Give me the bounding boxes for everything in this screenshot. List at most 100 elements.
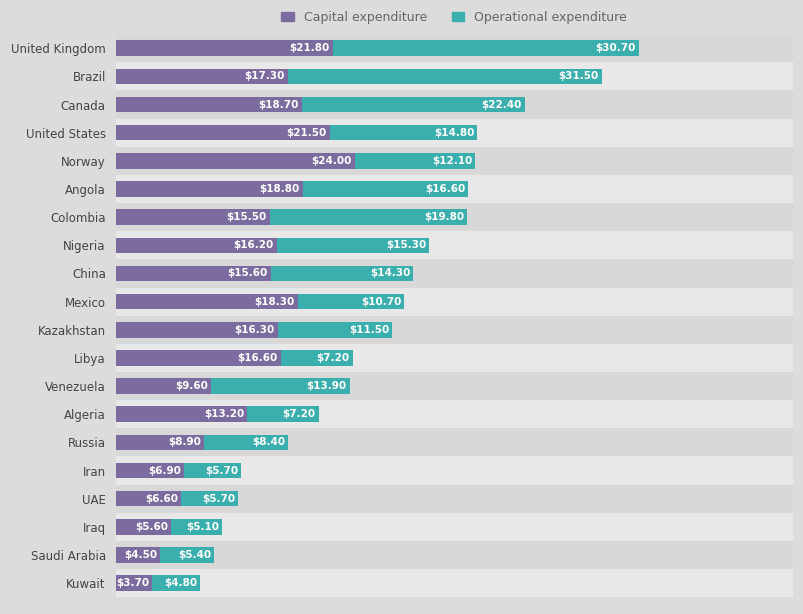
Bar	[181, 491, 238, 507]
Text: $15.60: $15.60	[227, 268, 267, 279]
Bar	[116, 372, 803, 400]
Bar	[116, 203, 803, 231]
Bar	[116, 34, 803, 62]
Bar	[171, 519, 222, 535]
Text: $5.40: $5.40	[177, 550, 211, 560]
Bar	[247, 406, 318, 422]
Bar	[116, 97, 301, 112]
Bar	[276, 238, 429, 253]
Bar	[116, 344, 803, 372]
Bar	[116, 575, 153, 591]
Text: $18.80: $18.80	[259, 184, 300, 194]
Text: $7.20: $7.20	[316, 353, 349, 363]
Bar	[116, 491, 181, 507]
Text: $8.40: $8.40	[251, 437, 284, 448]
Text: $16.30: $16.30	[234, 325, 275, 335]
Legend: Capital expenditure, Operational expenditure: Capital expenditure, Operational expendi…	[276, 6, 631, 29]
Text: $3.70: $3.70	[116, 578, 149, 588]
Text: $24.00: $24.00	[311, 156, 351, 166]
Bar	[116, 266, 271, 281]
Text: $14.30: $14.30	[369, 268, 410, 279]
Bar	[271, 266, 413, 281]
Bar	[116, 287, 803, 316]
Bar	[116, 513, 803, 541]
Text: $17.30: $17.30	[244, 71, 284, 82]
Text: $31.50: $31.50	[558, 71, 598, 82]
Bar	[116, 125, 329, 141]
Bar	[270, 209, 467, 225]
Bar	[297, 294, 404, 309]
Text: $21.80: $21.80	[289, 43, 329, 53]
Bar	[116, 400, 803, 429]
Bar	[116, 153, 354, 169]
Bar	[116, 541, 803, 569]
Bar	[116, 238, 276, 253]
Bar	[116, 209, 270, 225]
Bar	[116, 316, 803, 344]
Bar	[303, 181, 467, 196]
Text: $13.20: $13.20	[204, 410, 244, 419]
Text: $9.60: $9.60	[175, 381, 208, 391]
Bar	[116, 259, 803, 287]
Text: $19.80: $19.80	[423, 212, 463, 222]
Bar	[116, 147, 803, 175]
Text: $4.50: $4.50	[124, 550, 157, 560]
Bar	[116, 406, 247, 422]
Text: $21.50: $21.50	[286, 128, 326, 138]
Bar	[204, 435, 287, 450]
Bar	[116, 519, 171, 535]
Bar	[116, 322, 278, 338]
Bar	[280, 350, 353, 366]
Text: $15.30: $15.30	[385, 240, 426, 251]
Bar	[116, 181, 303, 196]
Text: $11.50: $11.50	[349, 325, 389, 335]
Bar	[287, 69, 601, 84]
Text: $8.90: $8.90	[168, 437, 201, 448]
Text: $18.70: $18.70	[258, 99, 299, 109]
Bar	[116, 41, 332, 56]
Bar	[211, 378, 349, 394]
Text: $22.40: $22.40	[481, 99, 521, 109]
Bar	[116, 69, 287, 84]
Bar	[116, 378, 211, 394]
Text: $5.70: $5.70	[202, 494, 234, 503]
Text: $30.70: $30.70	[594, 43, 634, 53]
Bar	[116, 294, 297, 309]
Bar	[116, 119, 803, 147]
Text: $4.80: $4.80	[164, 578, 197, 588]
Bar	[116, 90, 803, 119]
Text: $16.60: $16.60	[238, 353, 278, 363]
Text: $12.10: $12.10	[431, 156, 471, 166]
Bar	[116, 547, 161, 563]
Bar	[161, 547, 214, 563]
Text: $18.30: $18.30	[255, 297, 295, 306]
Text: $14.80: $14.80	[434, 128, 474, 138]
Bar	[116, 350, 280, 366]
Bar	[116, 231, 803, 259]
Text: $5.60: $5.60	[135, 522, 168, 532]
Text: $7.20: $7.20	[283, 410, 316, 419]
Bar	[354, 153, 475, 169]
Bar	[116, 429, 803, 456]
Bar	[116, 175, 803, 203]
Bar	[332, 41, 638, 56]
Bar	[116, 62, 803, 90]
Bar	[153, 575, 200, 591]
Text: $16.20: $16.20	[234, 240, 274, 251]
Bar	[116, 456, 803, 484]
Text: $5.10: $5.10	[186, 522, 219, 532]
Bar	[116, 435, 204, 450]
Bar	[301, 97, 524, 112]
Text: $10.70: $10.70	[361, 297, 401, 306]
Bar	[116, 463, 184, 478]
Text: $13.90: $13.90	[306, 381, 346, 391]
Bar	[329, 125, 476, 141]
Text: $6.60: $6.60	[145, 494, 178, 503]
Bar	[278, 322, 392, 338]
Bar	[116, 484, 803, 513]
Text: $6.90: $6.90	[149, 465, 181, 476]
Text: $15.50: $15.50	[226, 212, 267, 222]
Bar	[184, 463, 241, 478]
Text: $16.60: $16.60	[425, 184, 465, 194]
Bar	[116, 569, 803, 597]
